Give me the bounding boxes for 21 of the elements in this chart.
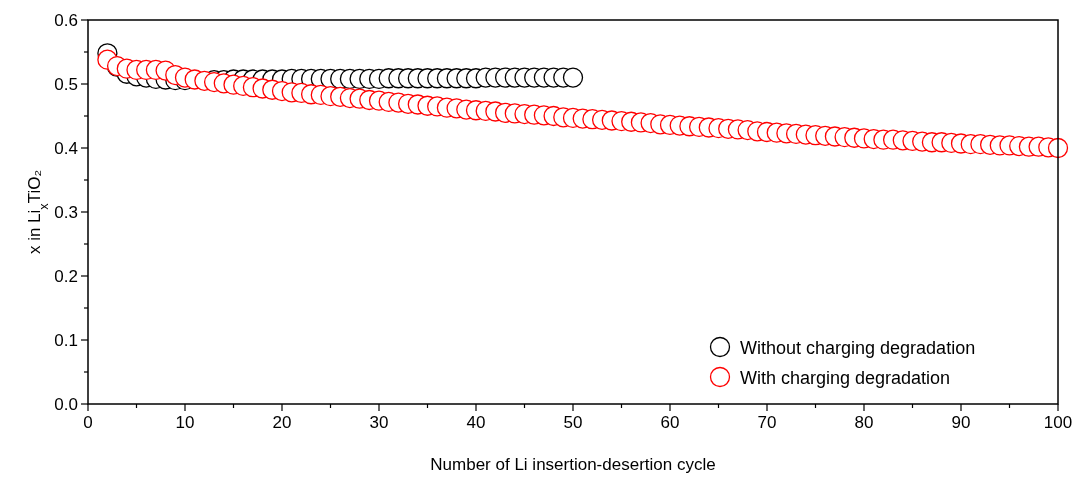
y-tick-label: 0.2	[54, 267, 78, 286]
x-tick-label: 100	[1043, 413, 1073, 432]
y-tick-label: 0.4	[54, 139, 78, 158]
x-tick-label: 0	[83, 413, 93, 432]
x-axis-title: Number of Li insertion-desertion cycle	[430, 455, 716, 474]
legend-label: With charging degradation	[740, 368, 951, 388]
x-tick-label: 10	[175, 413, 195, 432]
x-tick-label: 80	[854, 413, 874, 432]
x-tick-label: 70	[757, 413, 777, 432]
x-tick-label: 20	[272, 413, 292, 432]
x-tick-label: 60	[660, 413, 680, 432]
y-tick-label: 0.0	[54, 395, 78, 414]
x-tick-label: 90	[951, 413, 971, 432]
x-tick-label: 30	[369, 413, 389, 432]
y-tick-label: 0.1	[54, 331, 78, 350]
x-tick-label: 40	[466, 413, 486, 432]
x-tick-label: 50	[563, 413, 583, 432]
y-tick-label: 0.3	[54, 203, 78, 222]
legend-label: Without charging degradation	[740, 338, 976, 358]
y-tick-label: 0.6	[54, 11, 78, 30]
y-tick-label: 0.5	[54, 75, 78, 94]
